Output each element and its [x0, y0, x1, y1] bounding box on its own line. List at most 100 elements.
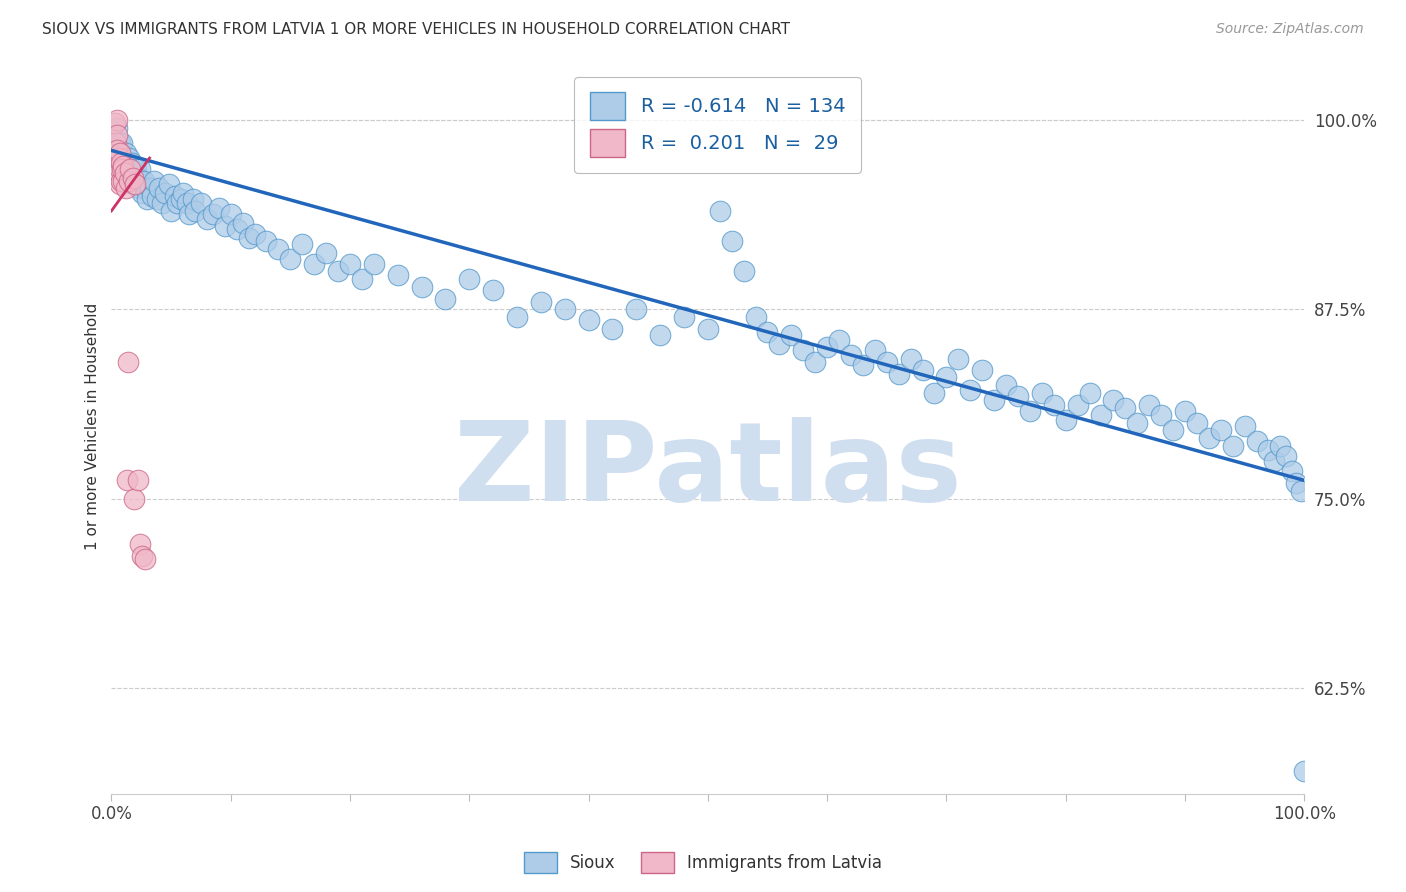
Point [120, 161, 142, 176]
Point [181, 192, 204, 206]
Point [972, 363, 994, 377]
Point [863, 343, 886, 358]
Point [105, 136, 128, 150]
Point [111, 136, 134, 150]
Point [132, 174, 155, 188]
Point [169, 192, 191, 206]
Point [815, 340, 838, 354]
Point [112, 159, 135, 173]
Point [387, 268, 409, 282]
Point [1018, 403, 1040, 417]
Point [108, 177, 131, 191]
Point [935, 370, 957, 384]
Point [105, 128, 128, 143]
Point [124, 177, 146, 191]
Point [214, 219, 236, 233]
Point [208, 201, 231, 215]
Point [118, 151, 141, 165]
Point [256, 234, 278, 248]
Point [166, 196, 188, 211]
Point [648, 328, 671, 343]
Text: Source: ZipAtlas.com: Source: ZipAtlas.com [1216, 22, 1364, 37]
Point [110, 151, 132, 165]
Point [107, 166, 129, 180]
Point [114, 166, 136, 180]
Point [1137, 398, 1160, 412]
Point [131, 186, 153, 200]
Point [134, 552, 156, 566]
Point [1031, 385, 1053, 400]
Point [1090, 409, 1112, 423]
Point [434, 292, 457, 306]
Point [995, 378, 1018, 392]
Point [709, 203, 731, 218]
Point [160, 203, 183, 218]
Point [792, 343, 814, 358]
Point [150, 196, 173, 211]
Point [1150, 409, 1173, 423]
Point [887, 368, 910, 382]
Point [153, 186, 176, 200]
Point [111, 161, 134, 176]
Point [177, 207, 200, 221]
Point [1078, 385, 1101, 400]
Point [143, 174, 166, 188]
Point [876, 355, 898, 369]
Point [232, 216, 254, 230]
Point [267, 242, 290, 256]
Point [105, 151, 128, 165]
Point [121, 155, 143, 169]
Point [291, 237, 314, 252]
Point [190, 196, 212, 211]
Point [363, 257, 385, 271]
Point [1007, 389, 1029, 403]
Point [1161, 424, 1184, 438]
Point [238, 231, 260, 245]
Point [128, 181, 150, 195]
Point [124, 177, 146, 191]
Point [733, 264, 755, 278]
Point [157, 177, 180, 191]
Point [1198, 431, 1220, 445]
Point [339, 257, 361, 271]
Point [900, 352, 922, 367]
Point [1102, 393, 1125, 408]
Point [672, 310, 695, 324]
Point [1263, 453, 1285, 467]
Point [554, 302, 576, 317]
Point [315, 246, 337, 260]
Point [117, 161, 139, 176]
Point [1285, 476, 1308, 491]
Point [201, 207, 224, 221]
Point [112, 151, 135, 165]
Point [112, 174, 135, 188]
Point [959, 383, 981, 397]
Point [145, 192, 167, 206]
Point [110, 155, 132, 169]
Point [134, 181, 156, 195]
Point [118, 174, 141, 188]
Point [578, 313, 600, 327]
Y-axis label: 1 or more Vehicles in Household: 1 or more Vehicles in Household [86, 303, 100, 550]
Point [839, 348, 862, 362]
Point [278, 252, 301, 267]
Point [122, 177, 145, 191]
Point [1270, 439, 1292, 453]
Point [108, 136, 131, 150]
Point [828, 333, 851, 347]
Point [114, 166, 136, 180]
Point [482, 283, 505, 297]
Point [1275, 449, 1298, 463]
Point [852, 359, 875, 373]
Point [768, 337, 790, 351]
Point [129, 161, 152, 176]
Point [104, 116, 127, 130]
Point [530, 294, 553, 309]
Point [138, 181, 160, 195]
Point [983, 393, 1005, 408]
Point [148, 181, 170, 195]
Point [626, 302, 648, 317]
Point [1233, 418, 1256, 433]
Point [1054, 413, 1077, 427]
Point [1126, 416, 1149, 430]
